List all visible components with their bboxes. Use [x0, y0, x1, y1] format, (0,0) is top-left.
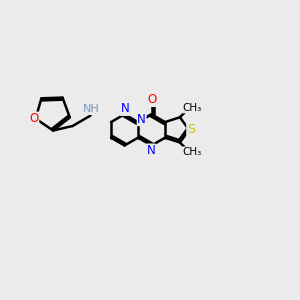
- Text: N: N: [137, 112, 146, 126]
- Text: CH₃: CH₃: [183, 103, 202, 113]
- Text: N: N: [121, 102, 130, 116]
- Text: O: O: [147, 93, 156, 106]
- Text: NH: NH: [83, 104, 100, 115]
- Text: CH₃: CH₃: [183, 147, 202, 157]
- Text: N: N: [147, 144, 155, 157]
- Text: S: S: [187, 123, 195, 136]
- Text: O: O: [29, 112, 39, 125]
